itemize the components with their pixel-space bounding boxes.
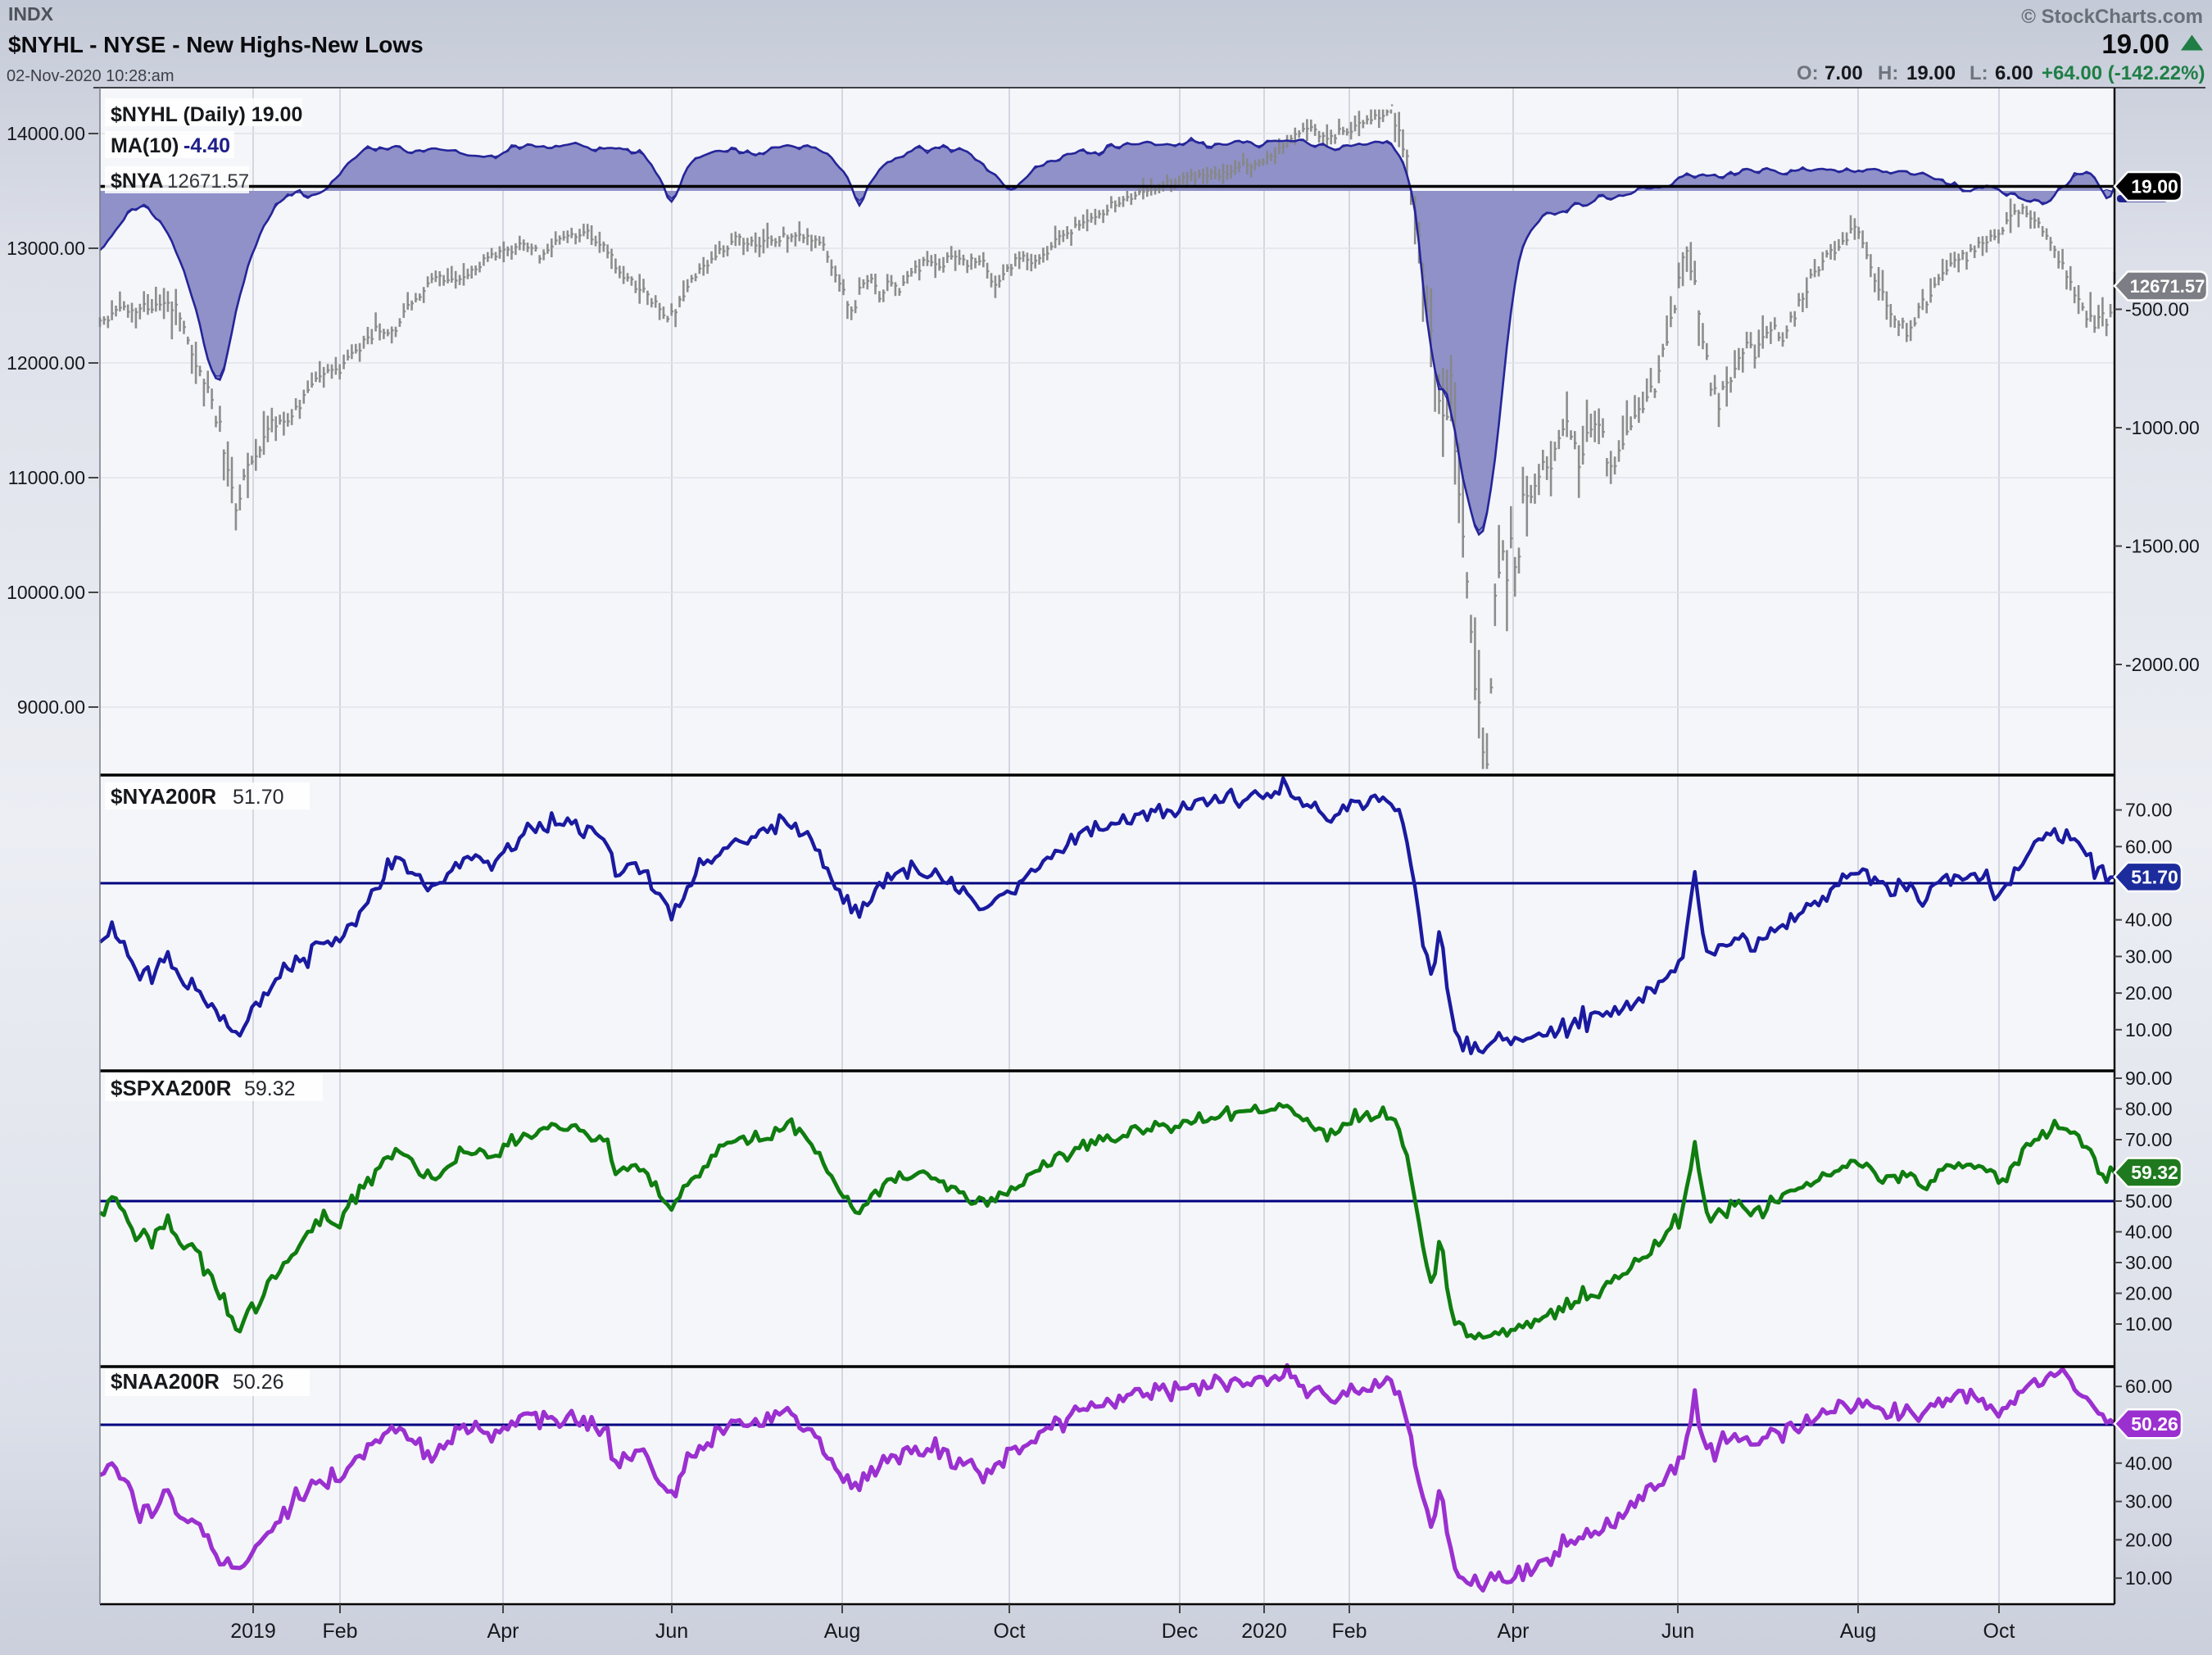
svg-text:11000.00: 11000.00 [8,467,85,488]
svg-text:© StockCharts.com: © StockCharts.com [2021,6,2203,28]
svg-text:12671.57: 12671.57 [2130,276,2205,297]
svg-text:51.70: 51.70 [233,786,284,809]
svg-text:13000.00: 13000.00 [7,238,85,259]
svg-text:12671.57: 12671.57 [167,170,249,193]
svg-text:30.00: 30.00 [2125,1252,2173,1273]
svg-text:30.00: 30.00 [2125,945,2173,967]
svg-text:Oct: Oct [994,1620,1026,1643]
svg-text:50.26: 50.26 [2131,1413,2178,1435]
svg-text:90.00: 90.00 [2125,1068,2173,1089]
svg-text:Apr: Apr [487,1620,519,1643]
svg-text:$NYHL - NYSE - New Highs-New L: $NYHL - NYSE - New Highs-New Lows [8,32,424,57]
svg-text:20.00: 20.00 [2125,1529,2173,1550]
svg-text:Feb: Feb [322,1620,357,1643]
svg-text:12000.00: 12000.00 [7,352,85,374]
svg-text:-2000.00: -2000.00 [2125,654,2200,675]
svg-text:MA(10): MA(10) [111,134,179,157]
svg-text:50.26: 50.26 [233,1371,284,1394]
svg-text:70.00: 70.00 [2125,800,2173,821]
svg-text:Apr: Apr [1498,1620,1530,1643]
svg-text:51.70: 51.70 [2131,866,2178,887]
svg-text:9000.00: 9000.00 [17,696,85,718]
svg-text:Jun: Jun [1661,1620,1694,1643]
svg-text:-1500.00: -1500.00 [2125,536,2200,557]
svg-text:70.00: 70.00 [2125,1129,2173,1150]
svg-text:O:7.00H:19.00L:6.00+64.00 (-14: O: 7.00 H: 19.00 L: 6.00 +64.00 (-142.22%) [1797,62,2205,84]
svg-text:50.00: 50.00 [2125,1190,2173,1212]
svg-text:20.00: 20.00 [2125,982,2173,1004]
svg-text:$SPXA200R: $SPXA200R [111,1076,232,1100]
svg-text:10.00: 10.00 [2125,1567,2173,1589]
svg-text:40.00: 40.00 [2125,1453,2173,1474]
svg-text:Dec: Dec [1162,1620,1198,1643]
svg-text:30.00: 30.00 [2125,1491,2173,1512]
svg-text:80.00: 80.00 [2125,1099,2173,1120]
svg-text:INDX: INDX [8,3,54,25]
svg-text:19.00: 19.00 [2101,29,2169,59]
svg-text:Oct: Oct [1983,1620,2015,1643]
svg-text:-1000.00: -1000.00 [2125,417,2200,438]
svg-text:60.00: 60.00 [2125,836,2173,857]
svg-text:-4.40: -4.40 [184,134,230,157]
svg-text:02-Nov-2020 10:28:am: 02-Nov-2020 10:28:am [7,67,175,85]
svg-text:$NYHL (Daily) 19.00: $NYHL (Daily) 19.00 [111,103,302,126]
svg-text:10.00: 10.00 [2125,1019,2173,1041]
svg-text:Feb: Feb [1331,1620,1367,1643]
svg-text:-500.00: -500.00 [2125,299,2189,320]
svg-text:2019: 2019 [230,1620,276,1643]
svg-text:2020: 2020 [1241,1620,1287,1643]
svg-text:59.32: 59.32 [244,1077,296,1100]
svg-text:19.00: 19.00 [2131,176,2178,197]
svg-text:10.00: 10.00 [2125,1313,2173,1335]
svg-text:20.00: 20.00 [2125,1283,2173,1304]
svg-text:59.32: 59.32 [2131,1162,2178,1183]
svg-text:$NYA: $NYA [111,170,163,193]
svg-text:$NAA200R: $NAA200R [111,1369,220,1394]
svg-text:10000.00: 10000.00 [7,582,85,603]
svg-text:Aug: Aug [824,1620,860,1643]
svg-text:60.00: 60.00 [2125,1376,2173,1397]
svg-text:Jun: Jun [655,1620,688,1643]
svg-text:$NYA200R: $NYA200R [111,784,216,809]
svg-text:40.00: 40.00 [2125,1222,2173,1243]
svg-text:14000.00: 14000.00 [7,123,85,144]
svg-text:Aug: Aug [1840,1620,1876,1643]
svg-text:40.00: 40.00 [2125,909,2173,931]
